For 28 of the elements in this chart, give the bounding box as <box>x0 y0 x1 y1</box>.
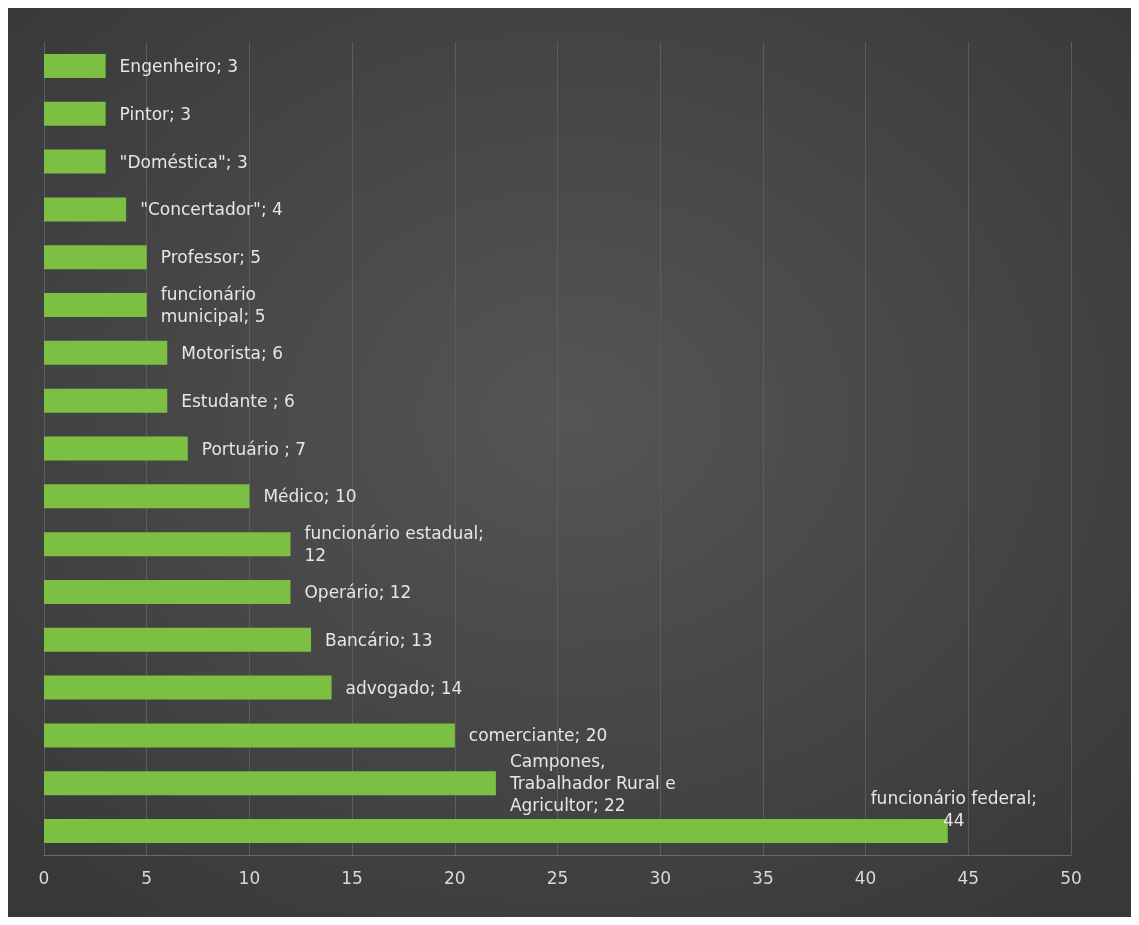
data-label: Estudante ; 6 <box>181 390 295 411</box>
data-label: funcionário municipal; 5 <box>160 284 266 327</box>
data-label: Motorista; 6 <box>181 342 283 363</box>
data-label: "Doméstica"; 3 <box>119 151 248 172</box>
data-label: Bancário; 13 <box>325 629 433 650</box>
data-label: Professor; 5 <box>160 247 262 268</box>
data-label: Campones, Trabalhador Rural e Agricultor; 22 <box>508 751 676 816</box>
data-label: advogado; 14 <box>345 677 463 698</box>
x-tick-label: 0 <box>38 867 50 888</box>
data-label: Pintor; 3 <box>119 103 192 124</box>
data-label: Engenheiro; 3 <box>119 55 239 76</box>
x-tick-label: 50 <box>1060 867 1082 888</box>
x-tick-label: 10 <box>238 867 261 888</box>
data-label: "Concertador"; 4 <box>140 199 283 220</box>
x-tick-label: 40 <box>854 867 877 888</box>
data-label: Operário; 12 <box>304 581 412 602</box>
x-tick-label: 30 <box>649 867 672 888</box>
x-tick-label: 25 <box>546 867 569 888</box>
data-label: comerciante; 20 <box>468 725 608 746</box>
x-tick-label: 15 <box>341 867 363 888</box>
x-tick-label: 5 <box>141 867 153 888</box>
data-label: funcionário estadual; 12 <box>304 523 485 566</box>
data-label: funcionário federal; 44 <box>870 788 1037 831</box>
data-label: Médico; 10 <box>263 486 357 507</box>
x-tick-label: 35 <box>752 867 774 888</box>
data-label: Portuário ; 7 <box>201 438 307 459</box>
x-tick-label: 45 <box>957 867 980 888</box>
x-tick-label: 20 <box>443 867 466 888</box>
